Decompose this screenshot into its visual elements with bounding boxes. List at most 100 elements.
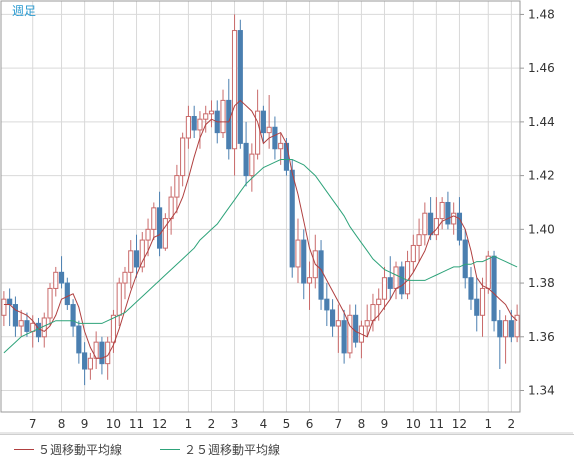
candle-bullish [451,202,457,235]
candle-bullish [139,232,145,273]
candle-body [347,314,353,354]
candle-body [330,309,336,327]
candle-bearish [318,240,324,310]
candle-bearish [289,159,295,278]
candle-body [7,298,13,306]
candle-bearish [76,320,82,364]
candle-bearish [341,309,347,364]
candle-body [485,255,491,289]
candle-bearish [58,256,65,289]
x-tick-label: 3 [231,417,239,431]
candle-body [387,277,393,289]
candle-bullish [208,100,215,128]
candle-body [82,352,88,370]
candle-bullish [410,234,416,273]
candle-body [399,266,405,295]
x-tick-label: 7 [29,417,37,431]
candle-bearish [24,312,30,337]
candle-bullish [479,277,486,337]
candle-bullish [439,197,445,230]
candle-body [376,298,382,306]
candle-body [162,218,168,249]
candle-bearish [226,78,232,160]
candle-bullish [514,304,520,343]
candle-bullish [185,105,191,149]
y-tick-label: 1.44 [528,115,555,129]
x-tick-label: 11 [129,417,144,431]
candle-body [58,271,65,284]
candle-bullish [381,266,388,310]
candle-body [87,357,93,370]
candle-bearish [399,261,405,300]
candle-body [133,250,140,268]
candle-bullish [203,105,209,133]
candle-bearish [243,121,249,187]
ma25-line [3,159,518,354]
candle-bullish [1,291,7,327]
candle-body [76,325,82,354]
candle-bullish [306,261,313,310]
candle-body [439,201,445,220]
candle-body [128,250,134,273]
y-tick-label: 1.40 [528,222,555,236]
candle-body [410,244,416,263]
candle-bearish [491,250,497,332]
x-tick-label: 2 [508,417,516,431]
candle-body [381,277,388,300]
candle-body [105,341,111,365]
chart-title: 週足 [12,4,36,18]
chart-svg: 1.481.461.441.421.401.381.361.347 8 9 10 11 1… [0,0,573,434]
candle-body [479,287,486,316]
candle-body [180,137,186,177]
y-tick-label: 1.42 [528,169,555,183]
candle-body [514,314,520,338]
candle-bullish [162,213,168,251]
candle-bearish [462,229,468,289]
candle-bullish [255,89,261,160]
candle-bullish [53,266,59,297]
candle-body [306,277,313,284]
candle-body [237,30,243,144]
candle-body [301,239,307,284]
x-tick-label: 12 [152,417,167,431]
candle-body [491,255,497,322]
x-tick-label: 2 [208,417,216,431]
candle-body [508,320,514,338]
candle-bullish [180,132,186,187]
candle-body [99,341,105,365]
candle-body [260,110,266,134]
candle-bullish [295,218,301,284]
candle-body [474,298,480,316]
x-tick-label: 8 [58,417,66,431]
candle-body [24,320,30,332]
candle-bearish [260,105,266,144]
candle-body [53,271,59,289]
candle-bullish [174,164,180,214]
candle-body [341,320,347,354]
candle-bullish [105,336,111,380]
candle-body [208,110,215,115]
x-tick-label: 9 [81,417,89,431]
candle-body [197,118,203,131]
x-tick-label: 12 [452,417,467,431]
candle-body [462,239,468,279]
legend-item-ma25: ２５週移動平均線 [160,441,280,457]
ma5-line [3,99,518,359]
x-tick-label: 8 [358,417,366,431]
candle-bearish [12,296,18,337]
plot-area [1,1,520,412]
candle-body [185,116,191,139]
y-tick-label: 1.36 [528,330,555,344]
candle-bearish [497,309,503,370]
candle-bullish [249,143,255,192]
candle-body [255,110,261,155]
x-tick-label: 4 [260,417,268,431]
candle-bearish [82,342,88,386]
candle-body [145,228,151,241]
candle-body [168,196,174,220]
candle-body [428,212,434,236]
candle-body [1,298,7,316]
candle-bearish [237,19,243,149]
candle-body [203,113,209,120]
candle-body [116,282,122,316]
